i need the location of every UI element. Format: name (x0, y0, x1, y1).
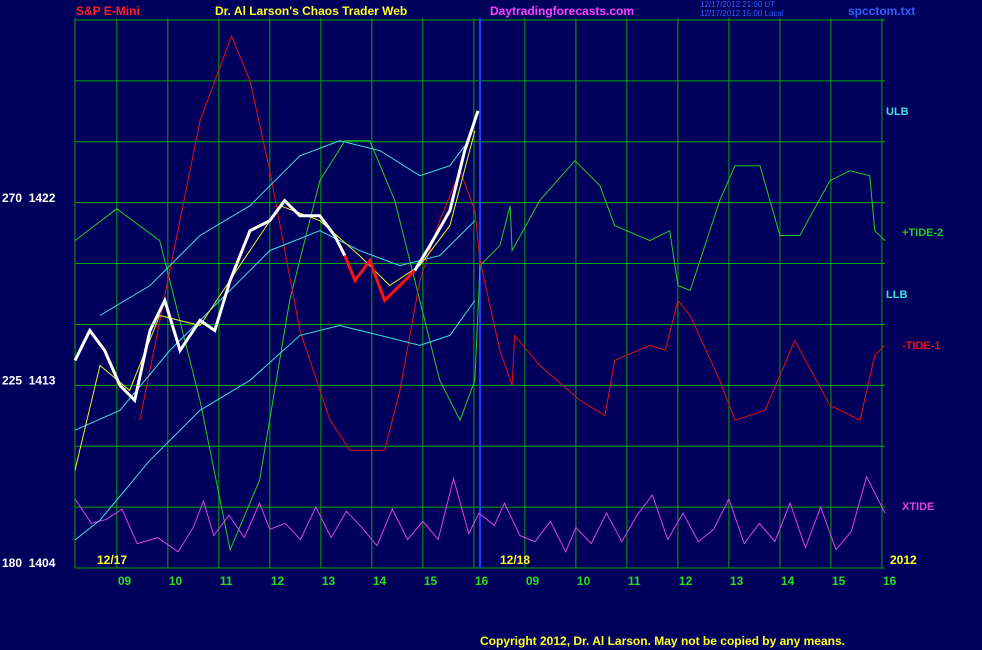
x-tick-label: 10 (577, 574, 591, 588)
series-line (74, 475, 886, 553)
x-tick-label: 12 (271, 574, 285, 588)
date-label: 2012 (890, 553, 917, 567)
series-label: +TIDE-2 (902, 227, 943, 239)
date-label: 12/18 (500, 553, 530, 567)
site-title: Dr. Al Larson's Chaos Trader Web (215, 4, 407, 18)
x-tick-label: 09 (526, 574, 540, 588)
symbol: S&P E-Mini (76, 4, 140, 18)
x-tick-label: 13 (322, 574, 336, 588)
x-tick-label: 14 (373, 574, 387, 588)
series-line (139, 34, 886, 451)
x-tick-label: 13 (730, 574, 744, 588)
series-label: LLB (886, 289, 907, 301)
grid (74, 18, 885, 569)
y-tick-label: 225 1413 (2, 374, 56, 388)
series-line (343, 255, 416, 304)
series-line (73, 110, 480, 404)
x-tick-label: 16 (883, 574, 897, 588)
series-label: ULB (886, 106, 909, 118)
x-tick-label: 15 (832, 574, 846, 588)
x-tick-label: 15 (424, 574, 438, 588)
copyright: Copyright 2012, Dr. Al Larson. May not b… (480, 634, 845, 648)
x-tick-label: 10 (169, 574, 183, 588)
date-label: 12/17 (97, 553, 127, 567)
y-tick-label: 270 1422 (2, 191, 56, 205)
series-label: XTIDE (902, 501, 934, 513)
series-line (74, 140, 886, 552)
site-url: Daytradingforecasts.com (490, 4, 634, 18)
series-line (74, 300, 476, 541)
series-label: -TIDE-1 (902, 340, 941, 352)
x-tick-label: 11 (220, 574, 233, 588)
series-line (99, 140, 466, 316)
time-local: 12/17/2012 15:00 Local (700, 9, 784, 18)
y-tick-label: 180 1404 (2, 556, 56, 570)
x-tick-label: 12 (679, 574, 693, 588)
plot (73, 34, 886, 553)
file-name: spcctom.txt (848, 4, 915, 18)
x-tick-label: 09 (118, 574, 132, 588)
x-tick-label: 14 (781, 574, 795, 588)
x-tick-label: 16 (475, 574, 489, 588)
x-tick-label: 11 (628, 574, 641, 588)
time-ut: 12/17/2012 21:00 UT (700, 0, 775, 9)
